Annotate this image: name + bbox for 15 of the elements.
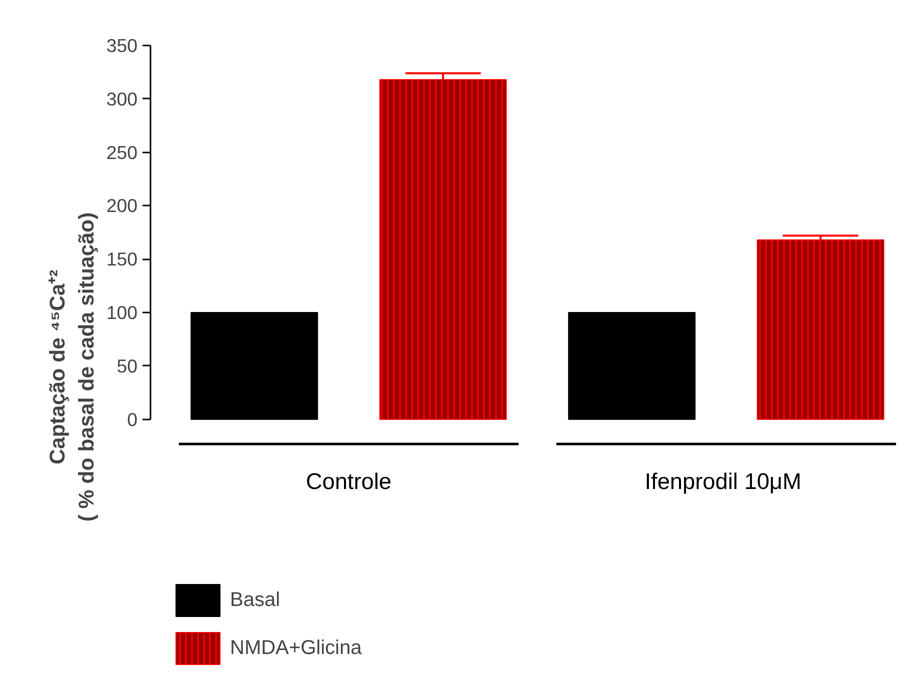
y-tick-label: 200 [106,195,138,216]
y-axis-title: Captação de ⁴⁵Ca⁺² ( % do basal de cada situação) [46,212,98,522]
y-tick-label: 350 [106,35,138,56]
y-tick-label: 300 [106,88,138,110]
legend-label: Basal [230,588,280,612]
y-tick-label: 150 [106,248,138,270]
y-tick-label: 100 [106,302,138,324]
x-tick-label: Controle [306,468,392,494]
bar [190,312,318,420]
y-tick-label: 250 [106,142,138,163]
bar [568,312,696,420]
legend-label: NMDA+Glicina [230,636,362,660]
x-tick-label: Ifenprodil 10μM [644,468,802,494]
y-tick-label: 50 [116,355,138,376]
y-tick-label: 0 [127,408,138,430]
